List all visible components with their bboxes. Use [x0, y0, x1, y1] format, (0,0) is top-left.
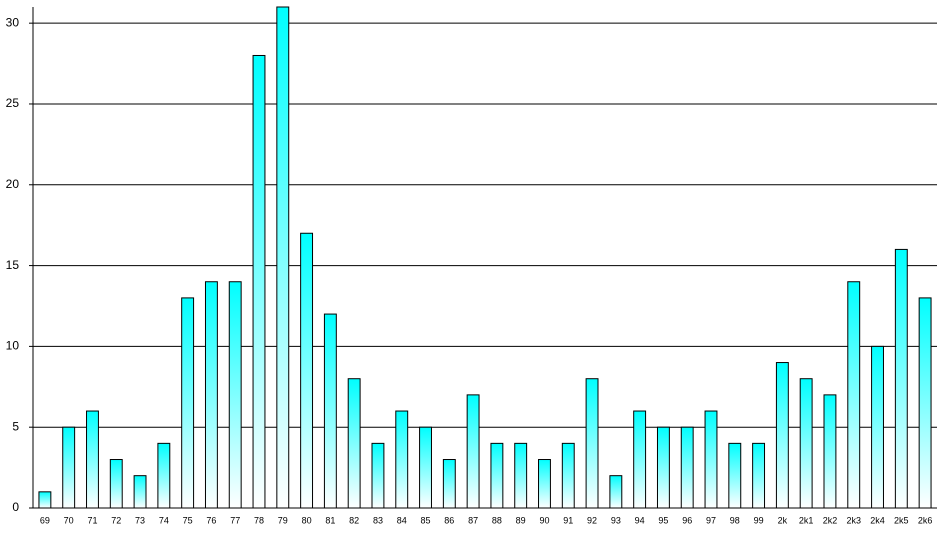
bar	[228, 281, 242, 509]
bar	[918, 297, 932, 509]
bar	[204, 281, 218, 509]
bar	[371, 442, 385, 509]
bar	[181, 297, 195, 509]
bar	[561, 442, 575, 509]
x-tick-label: 89	[516, 515, 526, 525]
x-tick-label: 73	[135, 515, 145, 525]
x-tick-label: 72	[111, 515, 121, 525]
bar	[680, 426, 694, 509]
x-tick-label: 2k4	[870, 515, 885, 525]
bar	[133, 475, 147, 509]
y-tick-label: 15	[6, 258, 20, 272]
bar	[490, 442, 504, 509]
x-tick-label: 91	[563, 515, 573, 525]
y-tick-label: 0	[12, 500, 19, 514]
bar	[514, 442, 528, 509]
bar	[157, 442, 171, 509]
bar	[585, 378, 599, 509]
y-tick-label: 10	[6, 339, 20, 353]
x-tick-label: 79	[278, 515, 288, 525]
x-tick-label: 70	[64, 515, 74, 525]
bar	[323, 313, 337, 509]
bar	[704, 410, 718, 509]
bar	[300, 232, 314, 509]
x-tick-label: 95	[658, 515, 668, 525]
bar	[538, 459, 551, 509]
x-tick-label: 81	[325, 515, 335, 525]
bar	[847, 281, 861, 509]
bar	[38, 491, 52, 509]
x-tick-label: 88	[492, 515, 502, 525]
x-tick-label: 76	[206, 515, 216, 525]
x-tick-label: 92	[587, 515, 597, 525]
x-tick-label: 80	[302, 515, 312, 525]
x-tick-label: 85	[421, 515, 431, 525]
x-tick-label: 87	[468, 515, 478, 525]
bar	[419, 426, 432, 509]
x-tick-label: 96	[682, 515, 692, 525]
x-tick-label: 90	[539, 515, 549, 525]
x-tick-label: 98	[730, 515, 740, 525]
x-tick-label: 83	[373, 515, 383, 525]
x-tick-label: 78	[254, 515, 264, 525]
y-tick-label: 25	[6, 96, 20, 110]
bar	[871, 345, 884, 509]
bar	[894, 248, 908, 509]
x-tick-label: 2k2	[823, 515, 838, 525]
bar	[775, 362, 789, 509]
bar	[466, 394, 480, 509]
x-tick-label: 2k5	[894, 515, 909, 525]
x-tick-label: 2k6	[918, 515, 933, 525]
x-tick-label: 82	[349, 515, 359, 525]
y-tick-label: 30	[6, 15, 20, 29]
x-tick-label: 86	[444, 515, 454, 525]
x-tick-label: 93	[611, 515, 621, 525]
x-tick-label: 97	[706, 515, 716, 525]
x-tick-label: 99	[754, 515, 764, 525]
x-tick-label: 71	[87, 515, 97, 525]
bar	[62, 426, 76, 509]
x-tick-label: 94	[635, 515, 645, 525]
x-tick-label: 2k3	[846, 515, 861, 525]
y-tick-label: 5	[12, 419, 19, 433]
x-tick-label: 84	[397, 515, 407, 525]
bar	[347, 378, 361, 509]
bar	[656, 426, 670, 509]
bar	[109, 459, 123, 509]
x-tick-label: 77	[230, 515, 240, 525]
bar	[728, 442, 742, 509]
bar	[609, 475, 623, 509]
bar	[799, 378, 813, 509]
x-tick-label: 2k	[778, 515, 788, 525]
x-tick-label: 75	[183, 515, 193, 525]
x-tick-label: 69	[40, 515, 50, 525]
bar	[442, 459, 456, 509]
bar	[752, 442, 766, 509]
bar	[395, 410, 409, 509]
bar	[86, 410, 99, 509]
x-tick-label: 74	[159, 515, 169, 525]
bar	[252, 54, 266, 509]
x-tick-label: 2k1	[799, 515, 814, 525]
bar	[823, 394, 837, 509]
y-tick-label: 20	[6, 177, 20, 191]
bar	[633, 410, 647, 509]
bar	[276, 6, 290, 509]
